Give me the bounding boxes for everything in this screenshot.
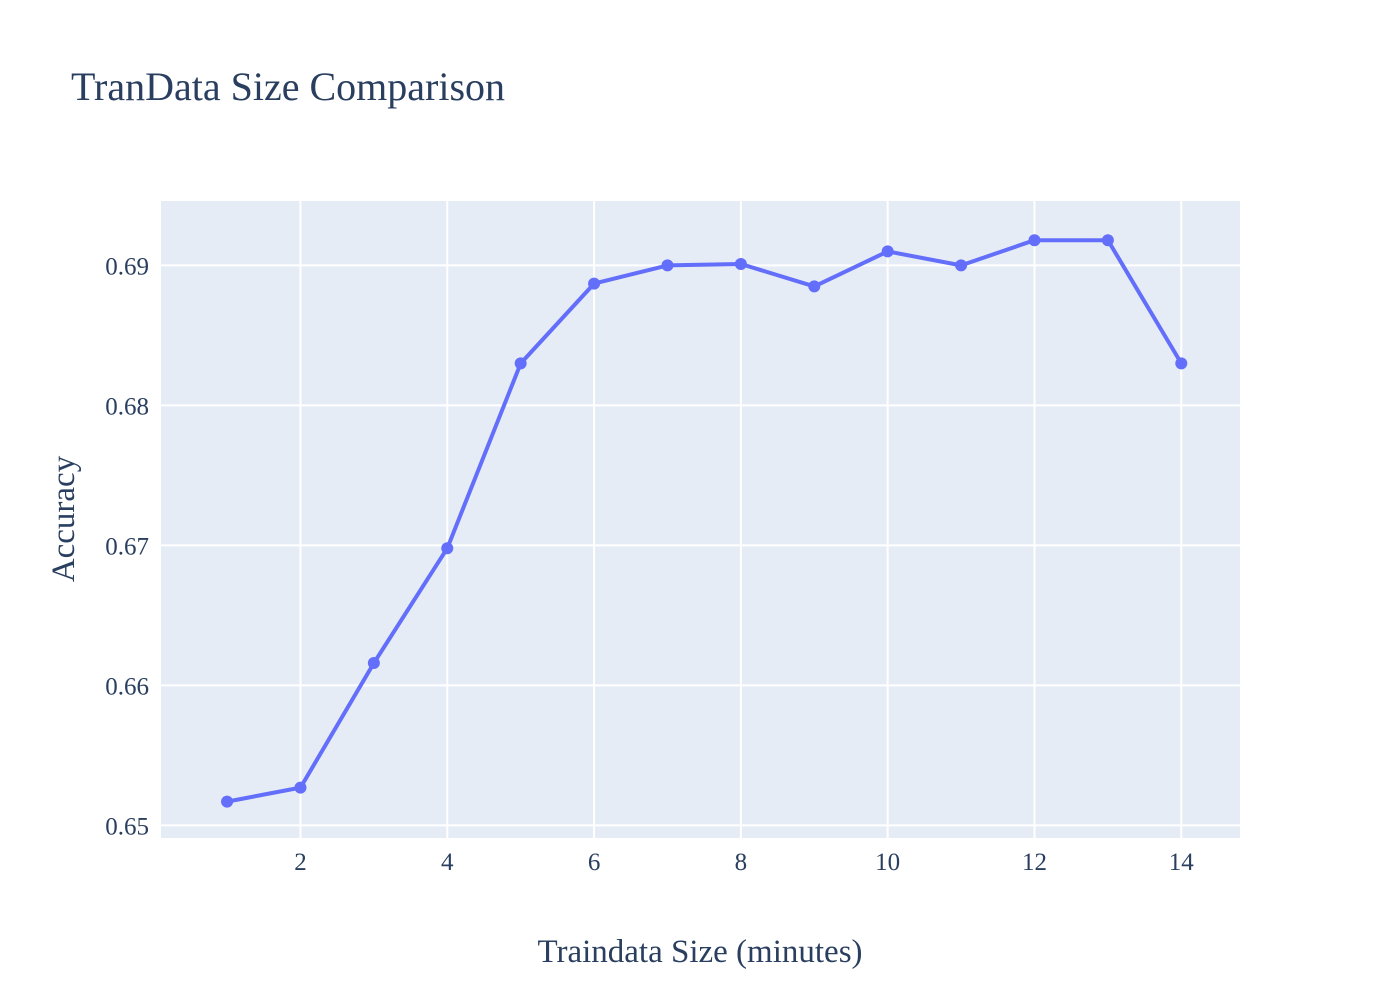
data-point xyxy=(881,245,894,258)
y-tick-label: 0.67 xyxy=(105,533,149,560)
series-layer xyxy=(221,234,1188,808)
data-point xyxy=(955,259,968,272)
x-tick-label: 12 xyxy=(1022,849,1047,876)
x-tick-label: 14 xyxy=(1169,849,1195,876)
data-point xyxy=(734,258,747,270)
x-tick-labels: 2 4 6 8 10 12 14 xyxy=(294,849,1194,876)
series-line xyxy=(225,238,1184,804)
y-tick-label: 0.69 xyxy=(105,253,149,280)
x-axis-title: Traindata Size (minutes) xyxy=(537,934,862,970)
chart-title: TranData Size Comparison xyxy=(71,64,505,109)
x-tick-label: 8 xyxy=(735,849,748,876)
data-point xyxy=(367,657,380,669)
data-point xyxy=(294,781,307,794)
data-point xyxy=(441,542,454,555)
x-tick-label: 2 xyxy=(294,849,307,876)
x-tick-label: 6 xyxy=(588,849,601,876)
data-point xyxy=(588,277,601,290)
data-point xyxy=(661,259,674,272)
data-point xyxy=(514,357,527,370)
y-tick-labels: 0.65 0.66 0.67 0.68 0.69 xyxy=(105,253,149,840)
x-gridlines xyxy=(299,201,1183,838)
x-tick-label: 4 xyxy=(441,849,454,876)
data-point xyxy=(1028,234,1041,247)
plot-area xyxy=(161,201,1240,838)
x-tick-label: 10 xyxy=(875,849,900,876)
y-axis-title: Accuracy xyxy=(46,455,82,582)
y-tick-label: 0.68 xyxy=(105,393,149,420)
data-point xyxy=(1101,234,1114,247)
y-tick-label: 0.65 xyxy=(105,813,149,840)
data-point xyxy=(221,795,234,808)
y-tick-label: 0.66 xyxy=(105,673,149,700)
data-point xyxy=(1175,357,1188,370)
data-point xyxy=(808,280,821,293)
